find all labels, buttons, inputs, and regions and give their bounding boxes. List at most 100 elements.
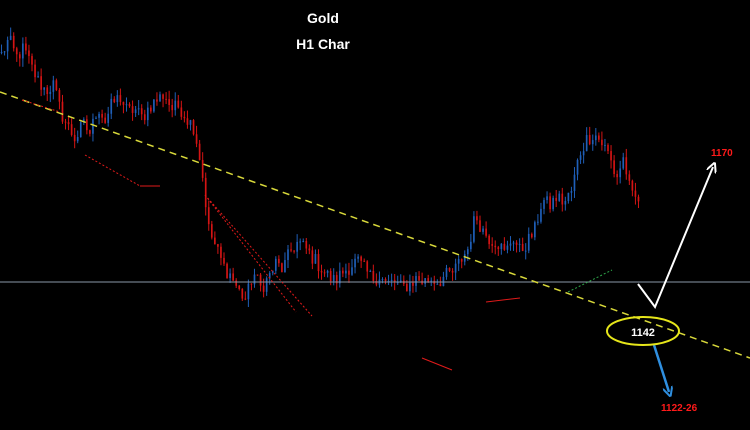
candle bbox=[278, 255, 280, 267]
candle-body bbox=[524, 250, 527, 252]
candle-body bbox=[207, 207, 210, 225]
candle bbox=[296, 234, 298, 259]
candle bbox=[497, 245, 500, 256]
candle-body bbox=[174, 100, 177, 111]
candle bbox=[530, 232, 533, 239]
candle bbox=[174, 92, 177, 116]
candle bbox=[131, 100, 134, 121]
candle bbox=[637, 194, 640, 209]
candle-body bbox=[585, 135, 588, 152]
candle bbox=[28, 44, 30, 64]
candle bbox=[137, 100, 140, 116]
candle bbox=[329, 268, 332, 286]
candle bbox=[390, 273, 393, 287]
candle bbox=[61, 94, 64, 124]
candle bbox=[594, 128, 597, 146]
candle-body bbox=[64, 121, 67, 123]
candle bbox=[140, 104, 143, 121]
candle bbox=[509, 236, 512, 251]
candle-body bbox=[326, 270, 329, 273]
candle-body bbox=[634, 190, 637, 197]
candle-body bbox=[338, 270, 341, 284]
candle-body bbox=[278, 258, 280, 264]
candle bbox=[363, 258, 366, 262]
candle-body bbox=[567, 192, 570, 201]
candle-body bbox=[198, 143, 201, 161]
candle bbox=[625, 148, 628, 180]
candle-body bbox=[305, 241, 308, 249]
candle bbox=[67, 115, 70, 131]
candle-body bbox=[619, 168, 622, 178]
candle bbox=[198, 139, 201, 161]
candle bbox=[235, 278, 238, 288]
candle-body bbox=[552, 197, 554, 210]
candle bbox=[619, 160, 622, 184]
candle bbox=[500, 242, 503, 255]
candle-body bbox=[61, 101, 64, 122]
candle-body bbox=[479, 220, 481, 232]
candle-body bbox=[506, 245, 509, 250]
candle-body bbox=[89, 130, 91, 134]
candle bbox=[210, 220, 213, 240]
candle-body bbox=[555, 197, 558, 201]
candle-body bbox=[34, 64, 36, 78]
candle bbox=[201, 152, 204, 182]
candle bbox=[338, 262, 341, 288]
candle bbox=[402, 275, 405, 287]
candle-body bbox=[3, 51, 6, 53]
candle-body bbox=[262, 285, 265, 292]
candle-body bbox=[55, 80, 58, 91]
candle-body bbox=[488, 235, 490, 245]
candle bbox=[116, 90, 119, 107]
candle-body bbox=[265, 278, 268, 292]
candle-body bbox=[409, 282, 411, 292]
candle bbox=[229, 268, 231, 283]
candle-body bbox=[226, 263, 228, 279]
candle bbox=[473, 211, 475, 244]
candle-body bbox=[604, 144, 606, 146]
candle-body bbox=[591, 140, 594, 145]
candle bbox=[265, 276, 268, 296]
candle-body bbox=[360, 256, 362, 261]
candle-body bbox=[28, 50, 30, 57]
candle bbox=[454, 258, 457, 281]
candle-body bbox=[445, 267, 448, 277]
candle bbox=[372, 264, 375, 284]
candle bbox=[342, 267, 344, 278]
candle bbox=[89, 129, 91, 137]
candle-body bbox=[473, 216, 475, 242]
candle bbox=[537, 214, 539, 226]
candle bbox=[384, 277, 387, 285]
candle-body bbox=[259, 274, 262, 286]
candle bbox=[79, 120, 82, 138]
candle-body bbox=[107, 113, 110, 123]
candle-body bbox=[579, 155, 582, 160]
candle bbox=[204, 172, 207, 216]
candle bbox=[281, 262, 283, 273]
candle-body bbox=[177, 100, 180, 108]
candle bbox=[326, 269, 329, 278]
candle bbox=[52, 75, 55, 100]
candle-body bbox=[448, 267, 451, 271]
candle-body bbox=[241, 289, 244, 299]
candle bbox=[555, 189, 558, 208]
candle-body bbox=[342, 270, 344, 274]
candle bbox=[165, 92, 167, 105]
candle bbox=[244, 291, 247, 301]
candle-body bbox=[214, 237, 216, 245]
candle bbox=[360, 255, 362, 268]
candle-body bbox=[31, 56, 33, 65]
candle-body bbox=[125, 104, 128, 106]
candle bbox=[607, 143, 609, 154]
support-label: 1142 bbox=[631, 327, 655, 339]
candle-body bbox=[183, 116, 186, 119]
candle-body bbox=[436, 283, 439, 285]
candle-body bbox=[247, 283, 250, 300]
candle bbox=[0, 44, 3, 55]
candle bbox=[424, 278, 426, 287]
candle-body bbox=[418, 276, 420, 281]
candle bbox=[485, 221, 487, 238]
candle bbox=[585, 127, 588, 152]
candle bbox=[290, 242, 292, 253]
candle bbox=[616, 170, 618, 185]
